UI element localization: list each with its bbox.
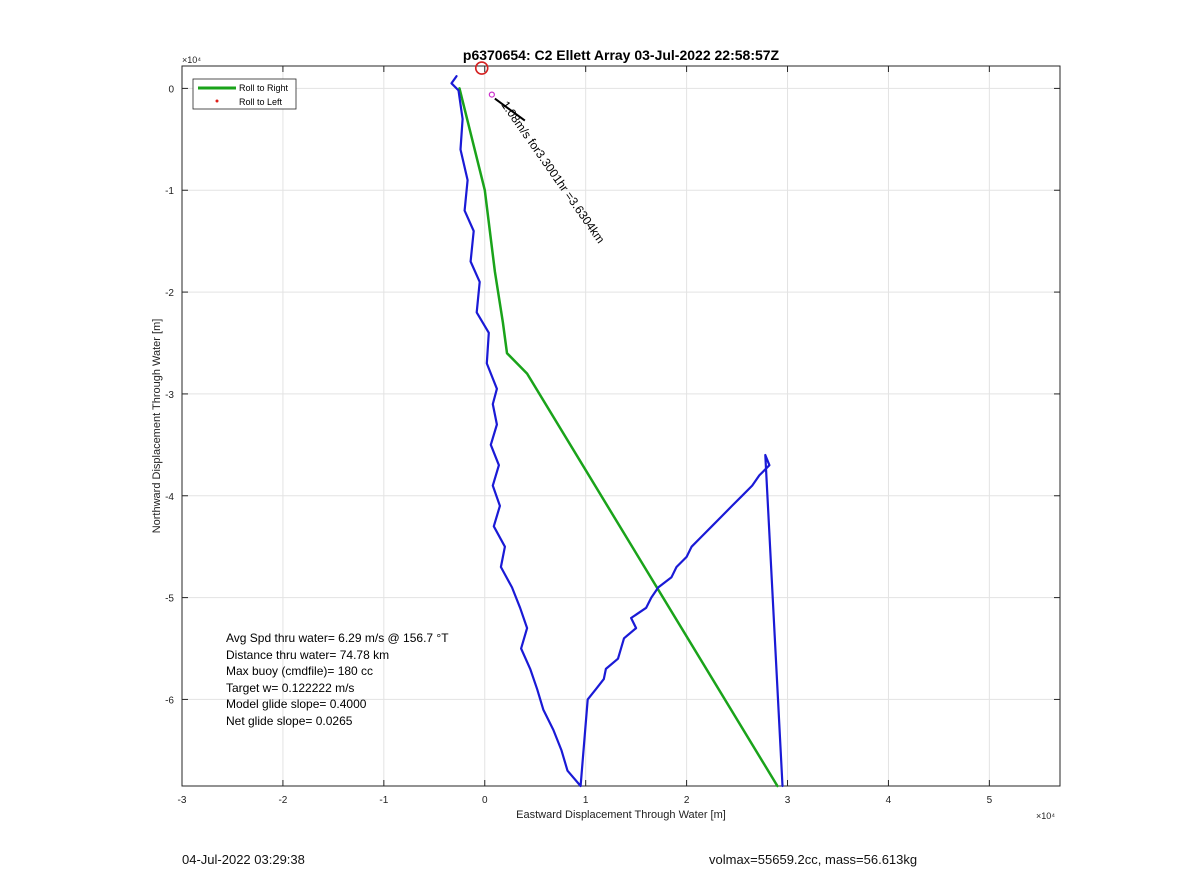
annotation-layer: 1.08m/s for3.3001hr =3.6304km — [474, 61, 608, 246]
current-vector-origin — [488, 91, 495, 98]
series-layer — [450, 75, 784, 788]
stat-avg-speed: Avg Spd thru water= 6.29 m/s @ 156.7 °T — [226, 631, 449, 645]
y-tick-label: -6 — [165, 695, 174, 706]
x-tick-label: 1 — [583, 795, 589, 806]
axis-ticks: -3 -2 -1 0 1 2 3 4 5 0 -1 -2 -3 -4 -5 -6 — [165, 66, 1060, 806]
legend-label-roll-right: Roll to Right — [239, 83, 289, 93]
stats-block: Avg Spd thru water= 6.29 m/s @ 156.7 °T … — [226, 631, 449, 728]
legend-label-roll-left: Roll to Left — [239, 97, 283, 107]
series-roll-to-right-line — [458, 87, 779, 788]
x-tick-label: -1 — [379, 795, 388, 806]
start-marker — [474, 61, 489, 75]
grid-lines — [181, 66, 1060, 786]
y-tick-label: -2 — [165, 288, 174, 299]
y-tick-label: -3 — [165, 390, 174, 401]
axes-box — [181, 65, 1061, 787]
x-tick-label: 0 — [482, 795, 488, 806]
x-tick-label: -2 — [278, 795, 287, 806]
footer-vehicle-info: volmax=55659.2cc, mass=56.613kg — [709, 852, 918, 867]
x-tick-label: -3 — [178, 795, 187, 806]
x-tick-label: 5 — [987, 795, 993, 806]
stat-distance: Distance thru water= 74.78 km — [226, 648, 389, 662]
stat-net-glide: Net glide slope= 0.0265 — [226, 714, 353, 728]
x-exponent-label: ×10⁴ — [1036, 811, 1055, 821]
y-tick-label: -4 — [165, 492, 174, 503]
y-axis-label: Northward Displacement Through Water [m] — [151, 319, 163, 534]
y-tick-label: -1 — [165, 186, 174, 197]
y-tick-label: -5 — [165, 594, 174, 605]
series-track-line — [450, 75, 784, 788]
x-axis-label: Eastward Displacement Through Water [m] — [516, 809, 726, 821]
current-annotation: 1.08m/s for3.3001hr =3.6304km — [498, 98, 607, 246]
footer-timestamp: 04-Jul-2022 03:29:38 — [182, 852, 305, 867]
x-tick-label: 3 — [785, 795, 791, 806]
legend-swatch-roll-left — [215, 99, 219, 103]
y-tick-label: 0 — [168, 84, 174, 95]
legend: Roll to Right Roll to Left — [192, 78, 297, 110]
current-vector-line — [494, 97, 526, 122]
legend-box — [192, 78, 297, 110]
stat-target-w: Target w= 0.122222 m/s — [226, 681, 354, 695]
stat-model-glide: Model glide slope= 0.4000 — [226, 697, 367, 711]
chart-title: p6370654: C2 Ellett Array 03-Jul-2022 22… — [463, 47, 780, 63]
x-tick-label: 2 — [684, 795, 690, 806]
stat-max-buoy: Max buoy (cmdfile)= 180 cc — [226, 664, 373, 678]
y-exponent-label: ×10⁴ — [182, 55, 201, 65]
x-tick-label: 4 — [886, 795, 892, 806]
